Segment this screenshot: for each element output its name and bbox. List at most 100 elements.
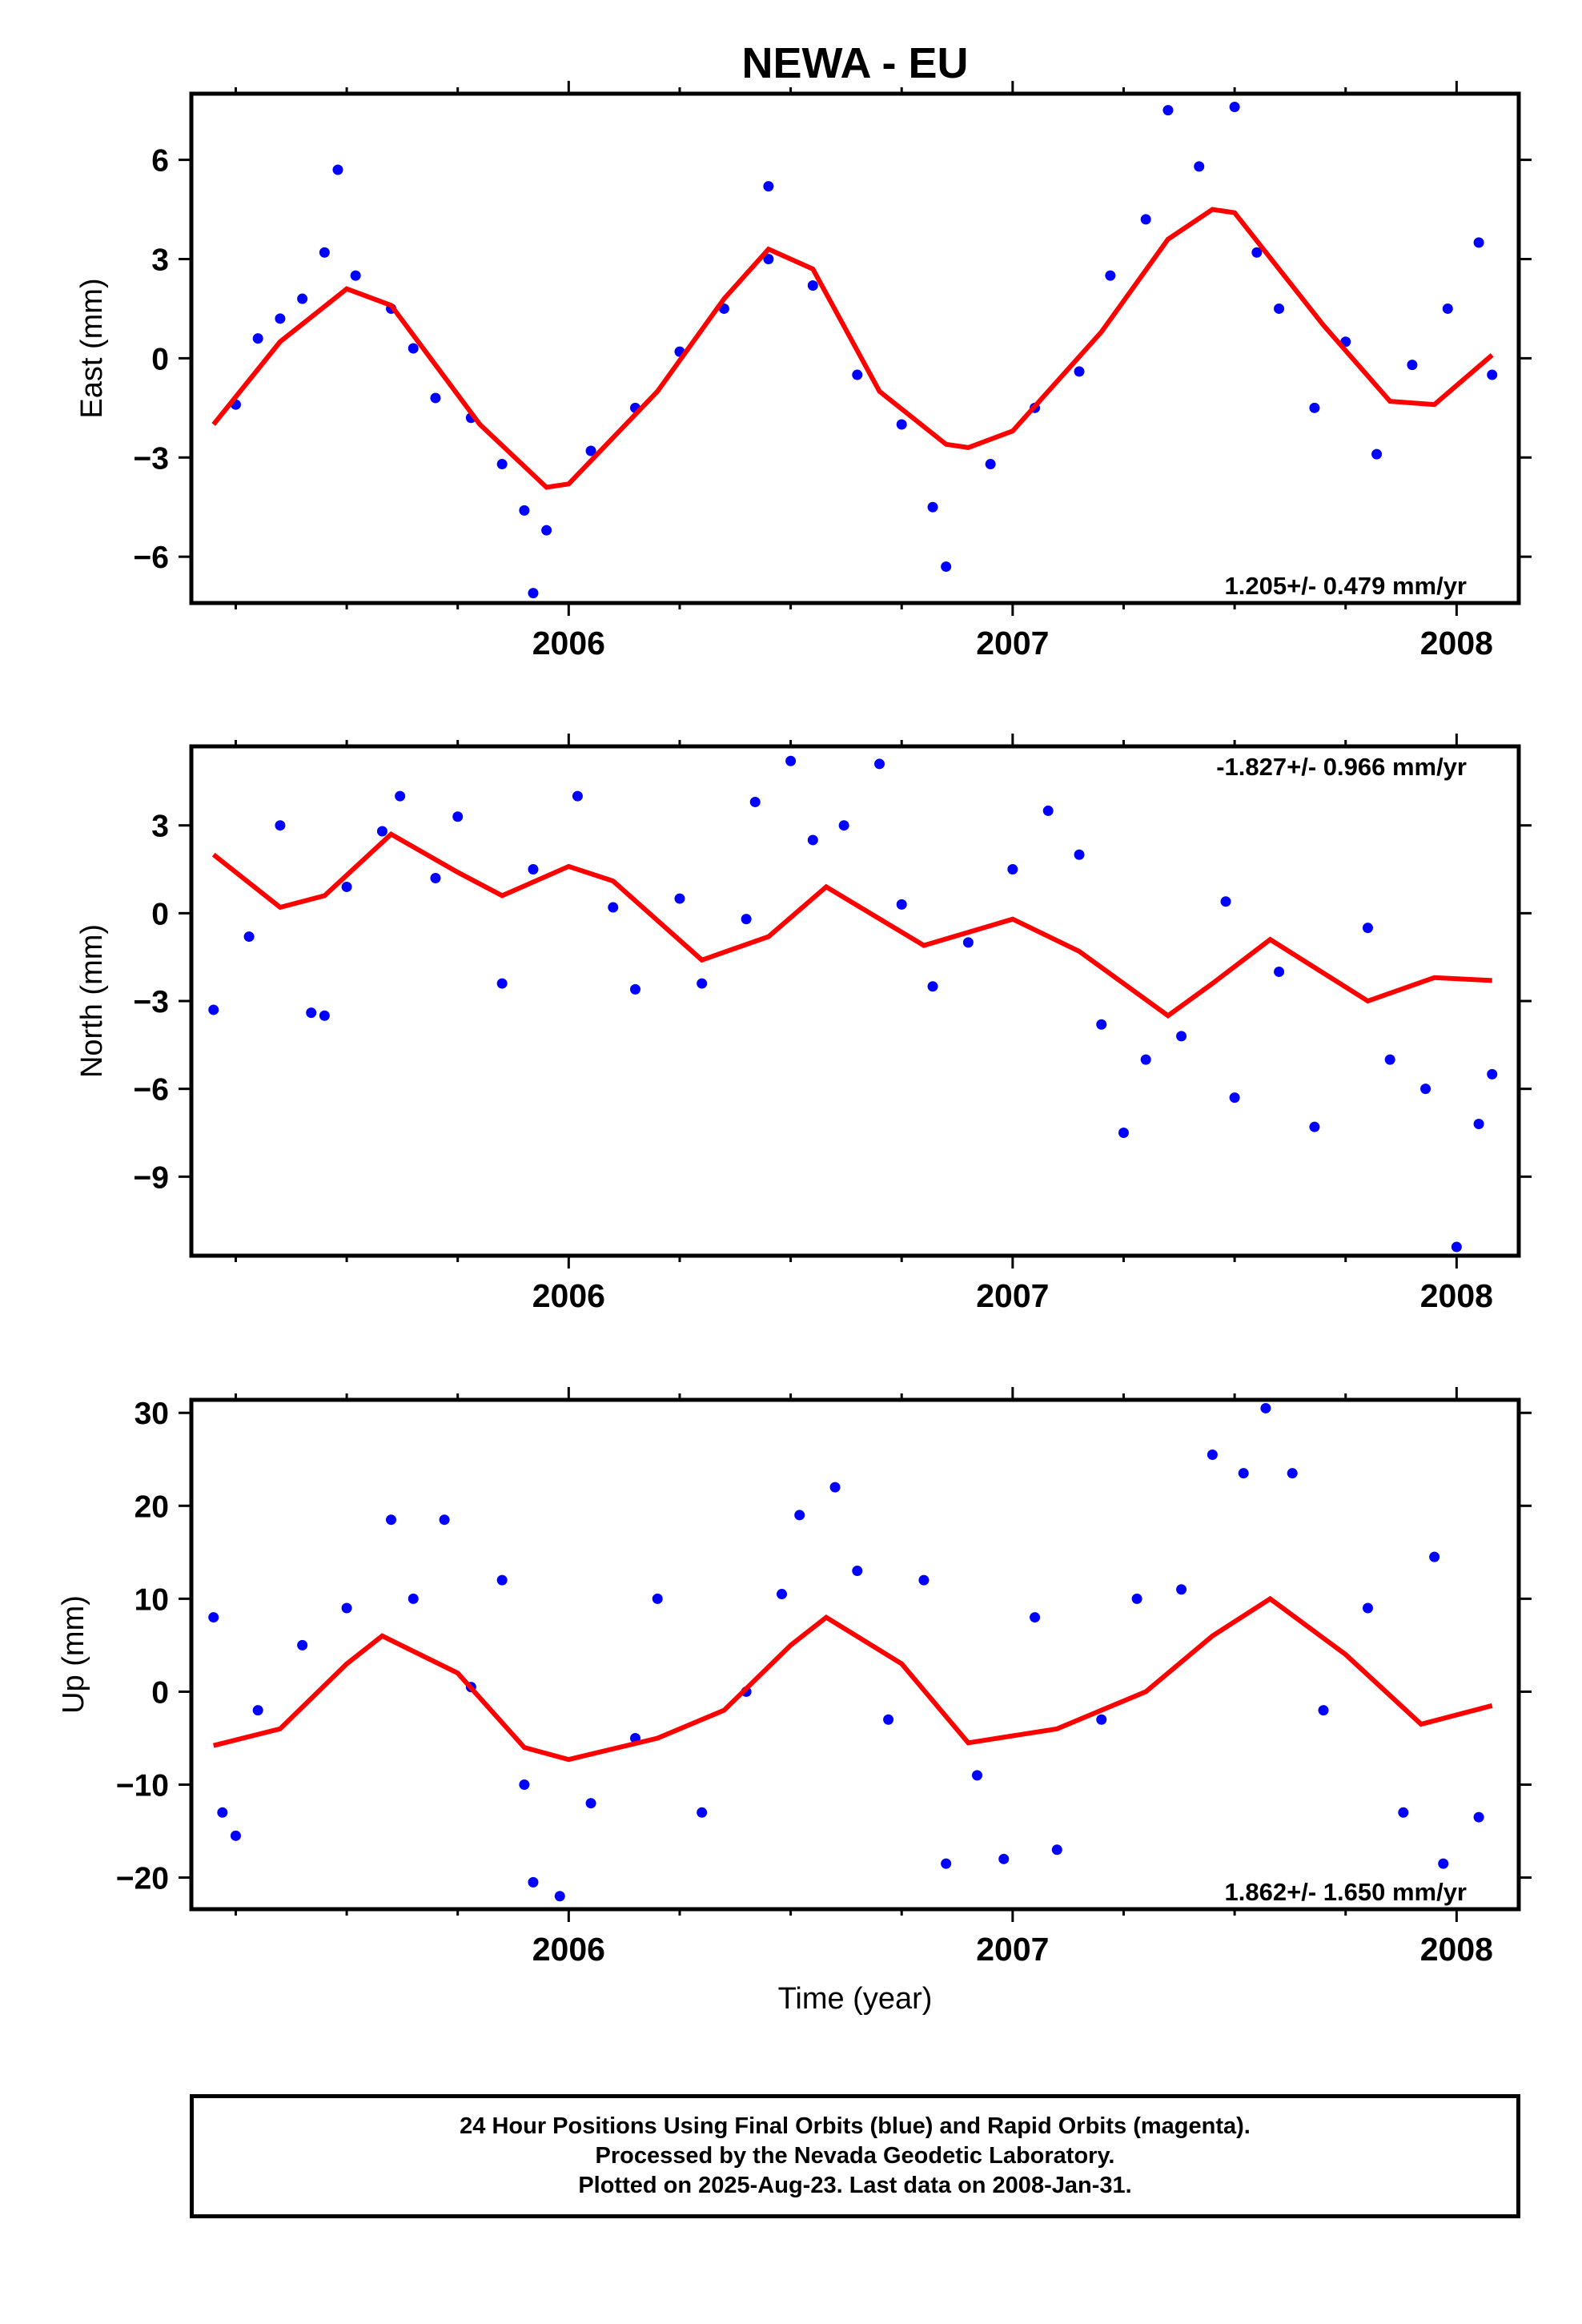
caption-line-2: Processed by the Nevada Geodetic Laborat… [595, 2143, 1115, 2169]
panel-up-data-point [794, 1510, 805, 1521]
panel-east-y-tick-label: 0 [151, 342, 169, 376]
panel-north-x-tick-label: 2006 [532, 1277, 605, 1314]
panel-north-data-point [785, 755, 797, 766]
panel-east-data-point [350, 270, 361, 281]
panel-up-data-point [439, 1514, 450, 1526]
panel-up-x-tick-label: 2008 [1420, 1931, 1493, 1968]
panel-east-frame [189, 91, 1521, 605]
panel-north-data-point [395, 790, 406, 802]
panel-east-data-point [852, 369, 863, 380]
caption-line-3: Plotted on 2025-Aug-23. Last data on 200… [578, 2173, 1132, 2198]
panel-north-data-point [1362, 923, 1373, 934]
panel-north-data-point [1140, 1054, 1151, 1065]
panel-north-data-point [1473, 1119, 1484, 1130]
panel-north-data-point [1487, 1068, 1498, 1080]
panel-up-rate-label: 1.862+/- 1.650 mm/yr [1225, 1878, 1467, 1906]
panel-east-data-point [1074, 366, 1085, 377]
panel-up-data-point [554, 1891, 565, 1902]
panel-north-data-point [319, 1010, 330, 1021]
panel-north-ylabel: North (mm) [75, 924, 109, 1078]
panel-north-data-point [572, 790, 583, 802]
panel-up-data-point [777, 1589, 788, 1600]
panel-up-y-tick-label: 0 [151, 1675, 169, 1710]
panel-east-data-point [763, 181, 774, 192]
panel-up-data-point [496, 1574, 508, 1586]
panel-up-data-point [408, 1593, 419, 1604]
panel-north-data-point [1042, 805, 1054, 816]
panel-up-data-point [998, 1853, 1010, 1864]
panel-north-ticks-layer: 2006 2007 2008 −9 −6 −3 0 3 [134, 734, 1532, 1314]
panel-east-data-point [763, 253, 774, 264]
panel-north-data-point [1176, 1031, 1187, 1042]
panel-north-data-point [630, 983, 641, 995]
panel-up-data-point [941, 1858, 952, 1869]
panel-up-points-layer [208, 1402, 1484, 1902]
panel-east-data-point [1105, 270, 1116, 281]
panel-north-data-point [1220, 896, 1231, 907]
panel-east-x-tick-label: 2008 [1420, 625, 1493, 661]
panel-up-data-point [697, 1807, 708, 1818]
panel-east-data-point [1194, 161, 1205, 172]
panel-north-data-point [608, 902, 619, 913]
panel-east-data-point [1309, 402, 1320, 413]
panel-up-data-point [1260, 1402, 1271, 1413]
panel-north-data-point [430, 872, 441, 883]
panel-north-y-tick-label: −9 [134, 1160, 169, 1195]
panel-east-data-point [275, 313, 286, 324]
panel-east-y-tick-label: −3 [134, 441, 169, 476]
panel-up-y-tick-label: 10 [135, 1582, 169, 1617]
panel-east-y-tick-label: 6 [151, 144, 169, 179]
panel-up-data-point [297, 1639, 308, 1651]
panel-north-x-tick-label: 2008 [1420, 1277, 1493, 1314]
panel-up-data-point [1287, 1468, 1298, 1479]
panel-east-points-layer [230, 102, 1498, 599]
panel-up-y-tick-label: 20 [135, 1490, 169, 1524]
caption-box: 24 Hour Positions Using Final Orbits (bl… [190, 2094, 1520, 2218]
panel-east-data-point [1274, 303, 1285, 314]
panel-east-data-point [430, 392, 441, 404]
panel-east-ylabel: East (mm) [75, 278, 109, 418]
panel-north-data-point [697, 978, 708, 989]
panel-east-data-point [1473, 237, 1484, 248]
panel-east-data-point [941, 561, 952, 573]
panel-north-data-point [741, 914, 752, 925]
panel-north-x-tick-label: 2007 [976, 1277, 1049, 1314]
panel-up-data-point [208, 1612, 219, 1623]
panel-east-data-point [496, 459, 508, 470]
panel-up: 2006 2007 2008 −20 −10 0 10 20 30 Up (mm) 1.862+… [57, 1387, 1532, 1968]
panel-north-data-point [306, 1007, 317, 1019]
panel-east-data-point [1162, 105, 1174, 116]
panel-east-data-point [332, 164, 343, 175]
panel-north-data-point [496, 978, 508, 989]
panel-east-data-point [519, 505, 530, 516]
panel-up-ylabel: Up (mm) [57, 1595, 90, 1714]
x-axis-label: Time (year) [778, 1982, 933, 2016]
panel-up-data-point [528, 1876, 539, 1888]
panel-up-data-point [519, 1779, 530, 1790]
panel-north-y-tick-label: −6 [134, 1073, 169, 1108]
panel-up-data-point [1131, 1593, 1142, 1604]
panel-up-data-point [971, 1770, 982, 1781]
panel-north-data-point [243, 931, 255, 943]
panel-north-data-point [896, 899, 907, 910]
panel-north-data-point [807, 834, 818, 846]
panel-north-data-point [452, 811, 464, 822]
panel-north-frame [189, 744, 1521, 1258]
panel-up-x-tick-label: 2006 [532, 1931, 605, 1968]
panel-north-data-point [275, 820, 286, 831]
panel-east-data-point [1407, 360, 1418, 371]
panel-east-fit-line [211, 207, 1494, 490]
panel-east-data-point [1442, 303, 1453, 314]
panel-north-data-point [749, 796, 761, 807]
panel-north-data-point [838, 820, 849, 831]
panel-east-data-point [807, 280, 818, 292]
panel-north: 2006 2007 2008 −9 −6 −3 0 3 North (mm) -1.827+/… [75, 734, 1532, 1314]
panel-north-y-tick-label: 0 [151, 897, 169, 931]
panel-east-rate-label: 1.205+/- 0.479 mm/yr [1225, 572, 1467, 600]
panel-north-data-point [927, 981, 938, 992]
panel-north-data-point [1274, 966, 1285, 977]
panel-north-data-point [873, 758, 885, 770]
panel-up-data-point [829, 1482, 841, 1493]
plot-title: NEWA - EU [742, 39, 969, 87]
